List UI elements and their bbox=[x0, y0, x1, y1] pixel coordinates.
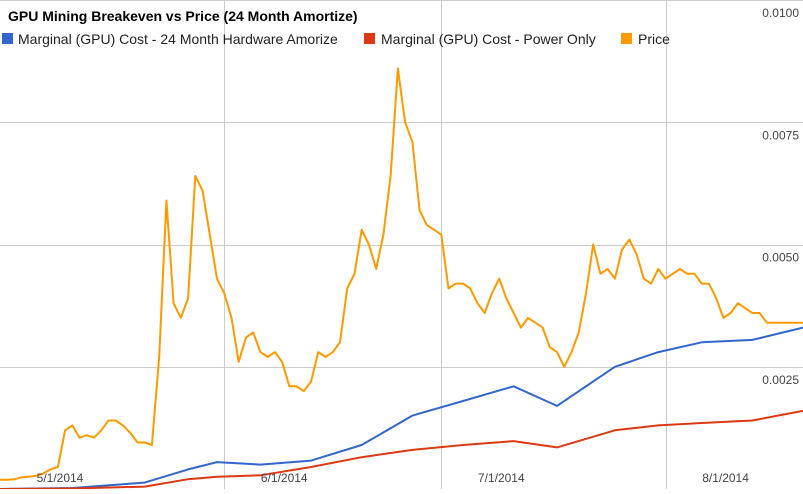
y-axis-tick-labels: 0.0100 0.0075 0.0050 0.0025 bbox=[762, 6, 799, 387]
chart-title: GPU Mining Breakeven vs Price (24 Month … bbox=[8, 8, 358, 24]
series-line-2[interactable] bbox=[0, 67, 803, 481]
legend-item-power-only[interactable]: Marginal (GPU) Cost - Power Only bbox=[364, 31, 596, 47]
legend-swatch-price bbox=[621, 33, 632, 44]
x-tick-label: 7/1/2014 bbox=[478, 471, 525, 485]
series-lines bbox=[0, 67, 803, 490]
legend-label-price: Price bbox=[638, 31, 670, 47]
x-axis-tick-labels: 5/1/2014 6/1/2014 7/1/2014 8/1/2014 bbox=[37, 471, 750, 485]
y-tick-label: 0.0050 bbox=[762, 251, 799, 265]
y-tick-label: 0.0025 bbox=[762, 373, 799, 387]
y-tick-label: 0.0100 bbox=[762, 6, 799, 20]
series-line-0[interactable] bbox=[0, 326, 803, 490]
legend-label-hardware-amortize: Marginal (GPU) Cost - 24 Month Hardware … bbox=[18, 31, 338, 47]
legend-swatch-power-only bbox=[364, 33, 375, 44]
y-tick-label: 0.0075 bbox=[762, 128, 799, 142]
x-tick-label: 6/1/2014 bbox=[261, 471, 308, 485]
legend-label-power-only: Marginal (GPU) Cost - Power Only bbox=[381, 31, 596, 47]
legend-item-price[interactable]: Price bbox=[621, 31, 670, 47]
x-tick-label: 5/1/2014 bbox=[37, 471, 84, 485]
legend-item-hardware-amortize[interactable]: Marginal (GPU) Cost - 24 Month Hardware … bbox=[2, 31, 338, 47]
legend: Marginal (GPU) Cost - 24 Month Hardware … bbox=[2, 31, 670, 47]
series-line-1[interactable] bbox=[0, 409, 803, 490]
x-tick-label: 8/1/2014 bbox=[702, 471, 749, 485]
legend-swatch-hardware-amortize bbox=[2, 33, 13, 44]
